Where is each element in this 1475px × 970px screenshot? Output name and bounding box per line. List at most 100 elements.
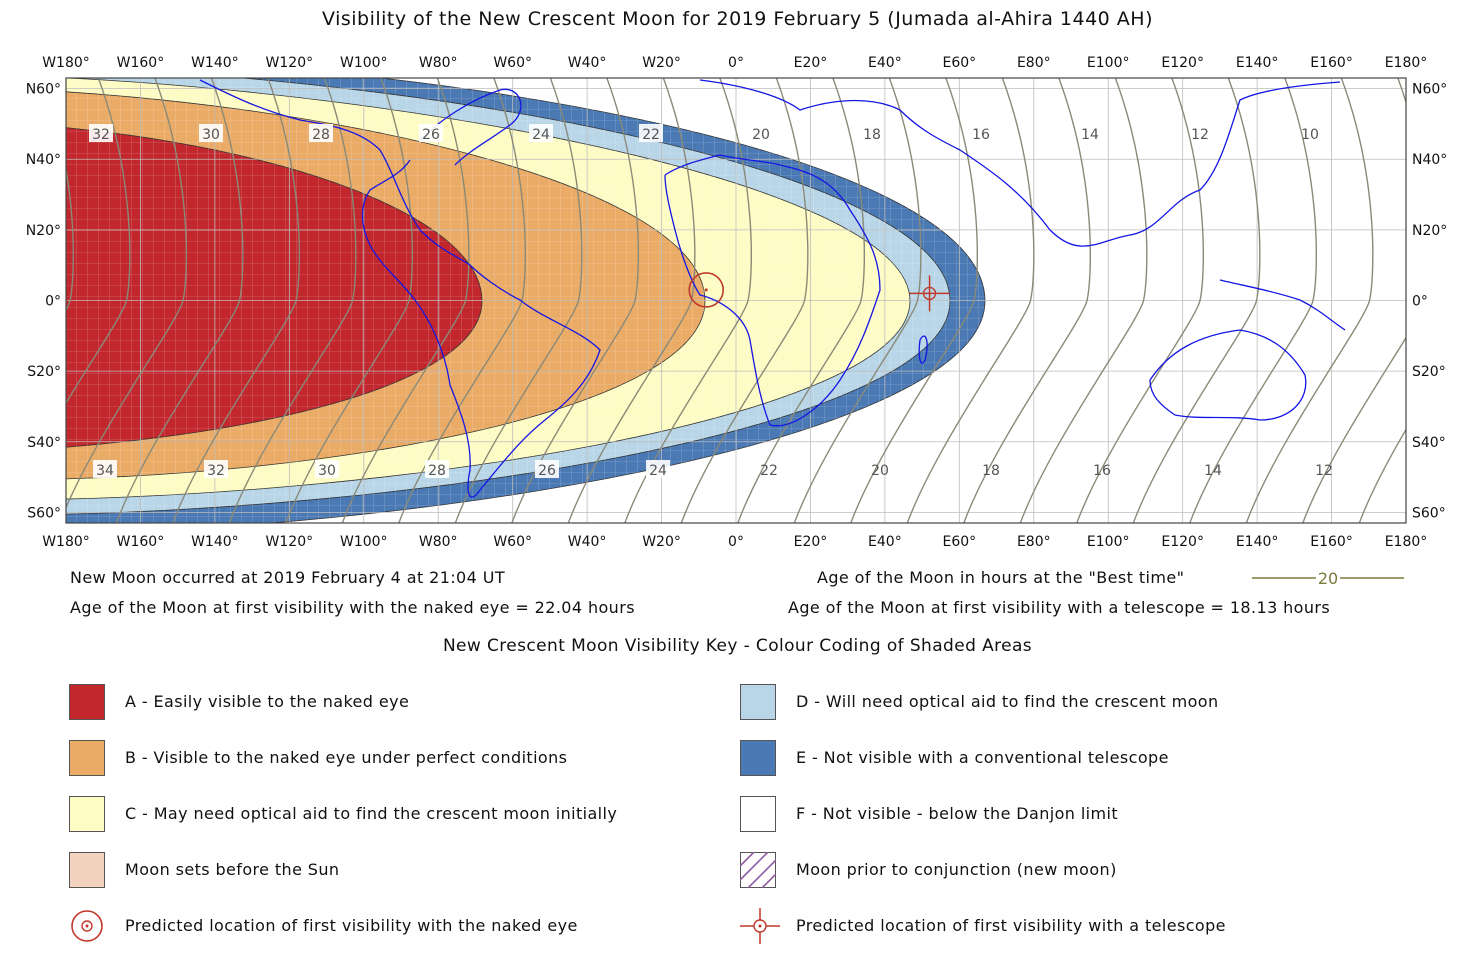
lon-label-top: W60° <box>493 55 532 71</box>
lon-label-top: E60° <box>942 55 976 71</box>
age-contour-line <box>1358 428 1406 523</box>
lon-label-top: W160° <box>117 55 165 71</box>
lon-label-bottom: W100° <box>340 534 388 550</box>
contour-label-top: 18 <box>863 127 881 143</box>
new-moon-text: New Moon occurred at 2019 February 4 at … <box>70 568 505 587</box>
swatch-a <box>69 684 105 720</box>
key-label-d: D - Will need optical aid to find the cr… <box>796 692 1219 711</box>
map-frame <box>65 77 1407 524</box>
age-contour-line <box>285 78 414 523</box>
contour-label-top: 26 <box>422 127 440 143</box>
lon-label-top: W140° <box>191 55 239 71</box>
lon-label-top: W40° <box>568 55 607 71</box>
lat-label-right: S60° <box>1412 505 1446 521</box>
naked-eye-age-text: Age of the Moon at first visibility with… <box>70 598 635 617</box>
age-contour-line <box>1189 78 1318 523</box>
age-contour-line <box>66 78 188 510</box>
lat-label-left: N20° <box>26 223 61 239</box>
key-label-naked-eye-location: Predicted location of first visibility w… <box>125 916 578 935</box>
lon-label-top: E100° <box>1087 55 1130 71</box>
hatch-swatch-icon <box>740 852 776 888</box>
lon-label-top: E20° <box>794 55 828 71</box>
naked-eye-symbol-icon <box>71 910 103 942</box>
lon-label-bottom: W20° <box>642 534 681 550</box>
lon-label-bottom: E160° <box>1310 534 1353 550</box>
contour-label-bg <box>419 124 443 142</box>
lon-label-top: W120° <box>266 55 314 71</box>
lon-label-top: E40° <box>868 55 902 71</box>
age-contour-line <box>737 78 866 523</box>
lon-label-bottom: W160° <box>117 534 165 550</box>
contour-label-bg <box>639 124 663 142</box>
contour-label-bg <box>89 124 113 142</box>
age-contour-line <box>398 78 527 523</box>
contour-label-top: 16 <box>972 127 990 143</box>
contour-label-bg <box>646 460 670 478</box>
best-time-label: Age of the Moon in hours at the "Best ti… <box>817 568 1185 587</box>
lon-label-bottom: E60° <box>942 534 976 550</box>
contour-label-bottom: 16 <box>1093 463 1111 479</box>
contour-label-bg <box>529 124 553 142</box>
lon-label-top: E80° <box>1017 55 1051 71</box>
lon-label-bottom: W180° <box>42 534 90 550</box>
contour-label-bottom: 12 <box>1315 463 1333 479</box>
best-time-sample: 20 <box>1318 569 1338 588</box>
lon-label-top: W100° <box>340 55 388 71</box>
lat-label-right: 0° <box>1412 294 1428 310</box>
contour-label-bottom: 30 <box>318 463 336 479</box>
age-contours <box>66 78 1406 523</box>
key-label-a: A - Easily visible to the naked eye <box>125 692 410 711</box>
lon-label-bottom: E100° <box>1087 534 1130 550</box>
lon-label-bottom: E180° <box>1385 534 1428 550</box>
lat-label-right: N40° <box>1412 152 1447 168</box>
key-label-telescope-location: Predicted location of first visibility w… <box>796 916 1226 935</box>
contour-label-bg <box>93 460 117 478</box>
coastlines <box>199 79 1346 498</box>
contour-label-bottom: 20 <box>871 463 889 479</box>
contour-label-top: 24 <box>532 127 550 143</box>
lon-label-bottom: W60° <box>493 534 532 550</box>
lon-label-top: E180° <box>1385 55 1428 71</box>
lon-label-top: E120° <box>1161 55 1204 71</box>
graticule <box>66 78 1406 523</box>
age-contour-line <box>850 78 979 523</box>
contour-label-top: 22 <box>642 127 660 143</box>
contour-label-bottom: 28 <box>428 463 446 479</box>
age-contour-line <box>341 78 470 523</box>
contour-label-top: 32 <box>92 127 110 143</box>
lat-label-right: S20° <box>1412 364 1446 380</box>
lon-label-bottom: E20° <box>794 534 828 550</box>
contour-label-bottom: 34 <box>96 463 114 479</box>
lon-label-top: W20° <box>642 55 681 71</box>
swatch-d <box>740 684 776 720</box>
contour-label-top: 20 <box>752 127 770 143</box>
contour-label-bottom: 18 <box>982 463 1000 479</box>
key-label-b: B - Visible to the naked eye under perfe… <box>125 748 568 767</box>
age-contour-line <box>66 165 75 312</box>
telescope-location-marker <box>909 275 950 312</box>
lon-label-bottom: E120° <box>1161 534 1204 550</box>
lat-label-left: N60° <box>26 82 61 98</box>
lon-label-bottom: E40° <box>868 534 902 550</box>
lon-label-top: W80° <box>419 55 458 71</box>
lon-label-bottom: W120° <box>266 534 314 550</box>
lon-label-bottom: E80° <box>1017 534 1051 550</box>
contour-label-bottom: 26 <box>538 463 556 479</box>
swatch-e <box>740 740 776 776</box>
lon-label-bottom: E140° <box>1236 534 1279 550</box>
age-contour-line <box>793 78 922 523</box>
age-contour-line <box>115 78 244 523</box>
lon-label-bottom: W140° <box>191 534 239 550</box>
age-contour-line <box>963 78 1092 523</box>
contour-label-bg <box>309 124 333 142</box>
lon-label-top: 0° <box>728 55 744 71</box>
age-contour-line <box>1019 78 1148 523</box>
key-label-e: E - Not visible with a conventional tele… <box>796 748 1169 767</box>
age-contour-line <box>1245 78 1374 523</box>
visibility-map: W180° W160° W140° W120° W100° W80° W60° W40° W20… <box>26 55 1448 550</box>
telescope-age-text: Age of the Moon at first visibility with… <box>788 598 1331 617</box>
naked-eye-location-marker <box>688 272 725 308</box>
contour-label-bg <box>204 460 228 478</box>
lon-label-top: W180° <box>42 55 90 71</box>
swatch-f <box>740 796 776 832</box>
